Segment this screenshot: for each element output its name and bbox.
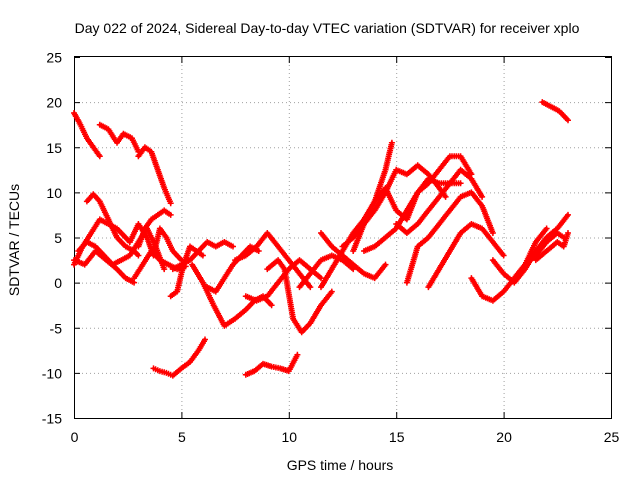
y-tick-label: 5 bbox=[54, 230, 62, 246]
series-s26-markers bbox=[425, 221, 507, 291]
grid bbox=[74, 57, 611, 418]
y-tick-label: 20 bbox=[46, 95, 62, 111]
y-tick-label: 10 bbox=[46, 185, 62, 201]
series-s13-markers bbox=[189, 261, 275, 329]
y-axis-label: SDTVAR / TECUs bbox=[6, 184, 22, 296]
x-tick-label: 0 bbox=[71, 429, 79, 445]
series-s27-markers bbox=[468, 225, 550, 304]
x-tick-label: 25 bbox=[604, 429, 620, 445]
series-s33-markers bbox=[242, 351, 301, 378]
y-tick-label: 25 bbox=[46, 50, 62, 66]
x-tick-label: 20 bbox=[496, 429, 512, 445]
series-s10-markers bbox=[75, 225, 168, 273]
series-s24-markers bbox=[393, 166, 486, 236]
series-s03-markers bbox=[135, 144, 174, 207]
x-tick-label: 5 bbox=[178, 429, 186, 445]
series-s29-markers bbox=[511, 230, 567, 282]
series-s17-markers bbox=[264, 257, 335, 336]
y-tick-label: -5 bbox=[50, 320, 63, 336]
x-axis-label: GPS time / hours bbox=[287, 457, 394, 473]
series-s32-markers bbox=[150, 336, 208, 379]
series-s25-markers bbox=[403, 189, 496, 286]
series-s12-markers bbox=[167, 243, 206, 300]
series-s02-markers bbox=[96, 121, 142, 155]
y-tick-label: -15 bbox=[42, 411, 62, 427]
series-s01-markers bbox=[71, 110, 103, 160]
x-tick-label: 15 bbox=[389, 429, 405, 445]
plot-area bbox=[71, 99, 571, 379]
chart-title: Day 022 of 2024, Sidereal Day-to-day VTE… bbox=[75, 20, 580, 36]
y-tick-label: 0 bbox=[54, 275, 62, 291]
series-s15-markers bbox=[232, 230, 314, 291]
y-tick-label: -10 bbox=[42, 365, 62, 381]
y-tick-label: 15 bbox=[46, 140, 62, 156]
x-tick-label: 10 bbox=[282, 429, 298, 445]
axis-ticks: 0 5 10 15 20 25 -15 -10 -5 0 5 10 15 20 25 bbox=[42, 50, 620, 446]
series-s31-markers bbox=[539, 99, 571, 124]
series-s30-markers bbox=[532, 230, 571, 264]
series-s18-markers bbox=[296, 252, 357, 291]
